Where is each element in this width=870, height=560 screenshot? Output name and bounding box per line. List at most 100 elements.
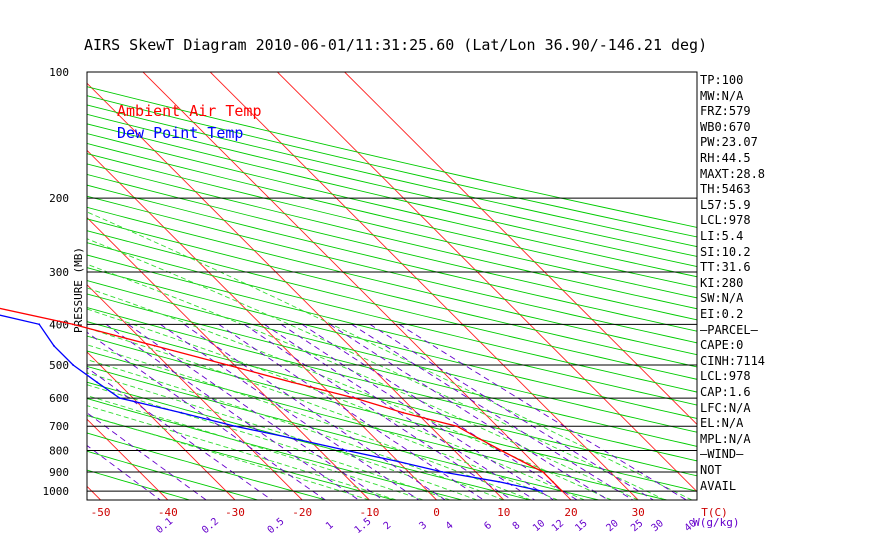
- dry-adiabat-line: [87, 104, 697, 248]
- dew-point-point: [118, 397, 121, 399]
- mixing-ratio-line: [218, 323, 485, 500]
- moist-adiabat-line: [87, 414, 370, 500]
- moist-adiabat-line: [87, 263, 639, 500]
- stability-index-item: PW:23.07: [700, 135, 758, 150]
- dry-adiabat-line: [87, 184, 697, 332]
- ambient-temp-point: [500, 449, 503, 452]
- mixing-ratio-line: [398, 323, 687, 500]
- stability-index-item: LI:5.4: [700, 229, 744, 243]
- dry-adiabat-line: [87, 350, 667, 500]
- dry-adiabat-line: [87, 206, 697, 356]
- stability-index-item: LCL:978: [700, 369, 751, 384]
- mixing-ratio-tick-label: 2: [382, 520, 394, 532]
- mixing-ratio-tick-label: 1.5: [353, 516, 374, 536]
- pressure-tick-label: 900: [49, 466, 69, 479]
- isotherm-line: [87, 485, 101, 500]
- isotherm-line: [87, 149, 437, 500]
- ambient-temp-point: [521, 460, 524, 463]
- stability-index-item: CAPE:0: [700, 338, 744, 353]
- mixing-ratio-line: [87, 412, 207, 500]
- stability-index-item: AVAIL: [700, 478, 737, 493]
- dew-point-point: [53, 344, 55, 347]
- isotherm-line: [277, 72, 697, 493]
- stability-index-item: FRZ:579: [700, 104, 751, 119]
- pressure-tick-label: 1000: [43, 485, 70, 498]
- bottom-temp-tick-label: -50: [91, 506, 111, 519]
- stability-index-item: EI:0.2: [700, 307, 744, 321]
- dry-adiabat-line: [87, 218, 697, 368]
- dry-adiabat-line: [87, 113, 697, 257]
- dry-adiabat-line: [87, 123, 697, 267]
- dry-adiabat-line: [87, 321, 697, 477]
- mixing-ratio-tick-label: 25: [629, 518, 645, 534]
- mixing-ratio-line: [351, 323, 634, 500]
- mixing-ratio-line: [127, 323, 384, 500]
- ambient-temp-point: [291, 381, 293, 384]
- moist-adiabat-line: [87, 308, 585, 500]
- dew-point-point: [541, 490, 543, 492]
- mixing-ratio-tick-label: 0.1: [154, 516, 175, 536]
- ambient-temp-point: [153, 344, 156, 347]
- dry-adiabat-line: [87, 335, 697, 492]
- mixing-ratio-tick-label: 10: [531, 518, 547, 534]
- dry-adiabat-line: [87, 307, 697, 462]
- ambient-temp-point: [71, 323, 74, 326]
- moist-adiabat-line: [87, 359, 504, 500]
- moist-adiabat-line: [87, 238, 666, 500]
- mixing-ratio-tick-label: 4: [444, 520, 456, 532]
- dry-adiabat-line: [87, 242, 697, 393]
- mixing-ratio-line: [280, 323, 554, 500]
- moist-adiabat-line: [87, 327, 558, 500]
- mixing-ratio-tick-label: 3: [417, 520, 429, 532]
- plot-frame: [86, 71, 698, 501]
- mixing-ratio-tick-label: 8: [511, 520, 523, 532]
- temp-axis-label: T(C): [701, 506, 728, 519]
- stability-index-item: TT:31.6: [700, 260, 751, 275]
- ambient-temp-point: [542, 471, 544, 473]
- ambient-temp-point: [561, 490, 563, 492]
- stability-index-item: MPL:N/A: [700, 431, 751, 446]
- stability-index-item: TP:100: [700, 73, 744, 87]
- chart-title: AIRS SkewT Diagram 2010-06-01/11:31:25.6…: [84, 36, 708, 54]
- stability-index-item: NOT: [700, 463, 722, 477]
- plot-area: [87, 72, 697, 500]
- stability-index-item: TH:5463: [700, 182, 751, 197]
- dry-adiabat-line: [87, 254, 697, 406]
- dew-point-point: [38, 323, 41, 326]
- dew-point-point: [498, 480, 500, 483]
- isotherm-line: [87, 82, 505, 500]
- bottom-temp-tick-label: 20: [564, 506, 577, 519]
- dry-adiabat-line: [87, 267, 697, 419]
- ambient-temp-point: [456, 425, 458, 428]
- mixing-ratio-tick-label: 30: [650, 518, 666, 534]
- moist-adiabat-line: [87, 372, 478, 500]
- stability-index-item: WB0:670: [700, 119, 751, 134]
- pressure-tick-label: 700: [49, 420, 69, 433]
- dry-adiabat-line: [87, 432, 327, 500]
- dry-adiabat-line: [87, 153, 697, 299]
- isotherm-line: [209, 72, 639, 500]
- isotherm-line: [87, 418, 169, 500]
- mixing-ratio-tick-label: 12: [550, 518, 566, 534]
- dry-adiabat-line: [87, 381, 531, 500]
- pressure-tick-label: 600: [49, 392, 69, 405]
- ambient-temp-point: [551, 480, 554, 483]
- mixing-ratio-tick-label: 20: [604, 518, 620, 534]
- mixing-ratio-tick-label: 0.5: [266, 516, 287, 536]
- mixing-ratio-tick-label: 6: [482, 520, 494, 532]
- pressure-tick-label: 500: [49, 359, 69, 372]
- stability-index-item: KI:280: [700, 275, 744, 290]
- mixing-ratio-axis-label: W(g/kg): [693, 516, 739, 529]
- stability-index-item: SI:10.2: [700, 244, 751, 259]
- mixing-ratio-line: [301, 323, 578, 500]
- ambient-temp-point: [478, 437, 481, 440]
- stability-index-item: LCL:978: [700, 213, 751, 228]
- pressure-tick-label: 300: [49, 266, 69, 279]
- dew-point-point: [180, 411, 183, 414]
- pressure-tick-label: 200: [49, 192, 69, 205]
- dew-point-point: [72, 364, 74, 366]
- mixing-ratio-line: [329, 323, 609, 500]
- dry-adiabat-line: [87, 163, 697, 310]
- dry-adiabat-line: [87, 398, 463, 500]
- stability-index-item: LFC:N/A: [700, 400, 751, 415]
